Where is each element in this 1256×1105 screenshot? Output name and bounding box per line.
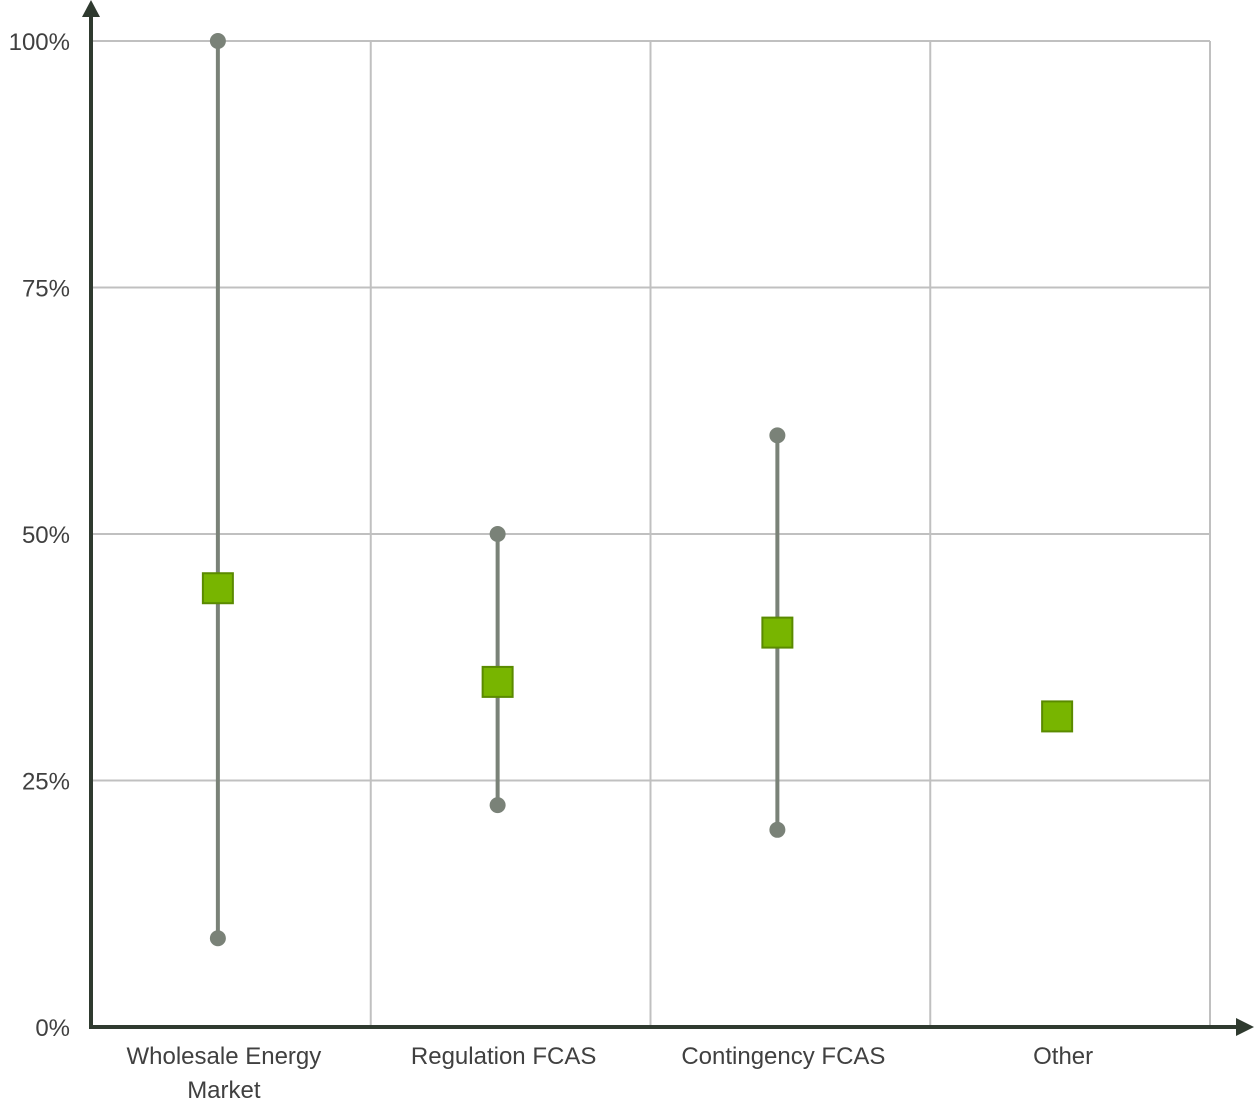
y-tick-labels: 0% 25% 50% 75% 100% <box>9 29 70 1042</box>
mid-marker <box>201 572 234 605</box>
range-high-dot <box>489 526 506 542</box>
data-point-group <box>481 526 514 814</box>
mid-marker <box>481 665 514 698</box>
y-axis-arrow-icon <box>82 0 100 17</box>
axes <box>82 0 1254 1036</box>
range-low-dot <box>209 930 226 947</box>
mid-marker <box>761 616 794 649</box>
x-axis-arrow-icon <box>1236 1018 1254 1036</box>
data-point-group <box>1041 700 1074 733</box>
data-series <box>201 33 1074 947</box>
range-low-dot <box>769 821 786 838</box>
x-category-label: Wholesale Energy Market <box>126 1043 321 1104</box>
data-point-group <box>761 427 794 838</box>
grid <box>91 40 1211 1027</box>
range-high-dot <box>769 427 786 444</box>
y-tick-label: 0% <box>35 1015 70 1042</box>
y-tick-label: 75% <box>22 276 70 303</box>
x-category-label: Regulation FCAS <box>411 1043 596 1070</box>
y-tick-label: 25% <box>22 769 70 796</box>
x-category-label: Other <box>1033 1043 1093 1070</box>
range-low-dot <box>489 797 506 814</box>
y-tick-label: 100% <box>9 29 70 56</box>
range-high-dot <box>209 33 226 49</box>
data-point-group <box>201 33 234 947</box>
y-tick-label: 50% <box>22 522 70 549</box>
x-category-label: Contingency FCAS <box>681 1043 885 1070</box>
x-category-labels: Wholesale Energy Market Regulation FCAS Con… <box>126 1043 1093 1104</box>
mid-marker <box>1041 700 1074 733</box>
